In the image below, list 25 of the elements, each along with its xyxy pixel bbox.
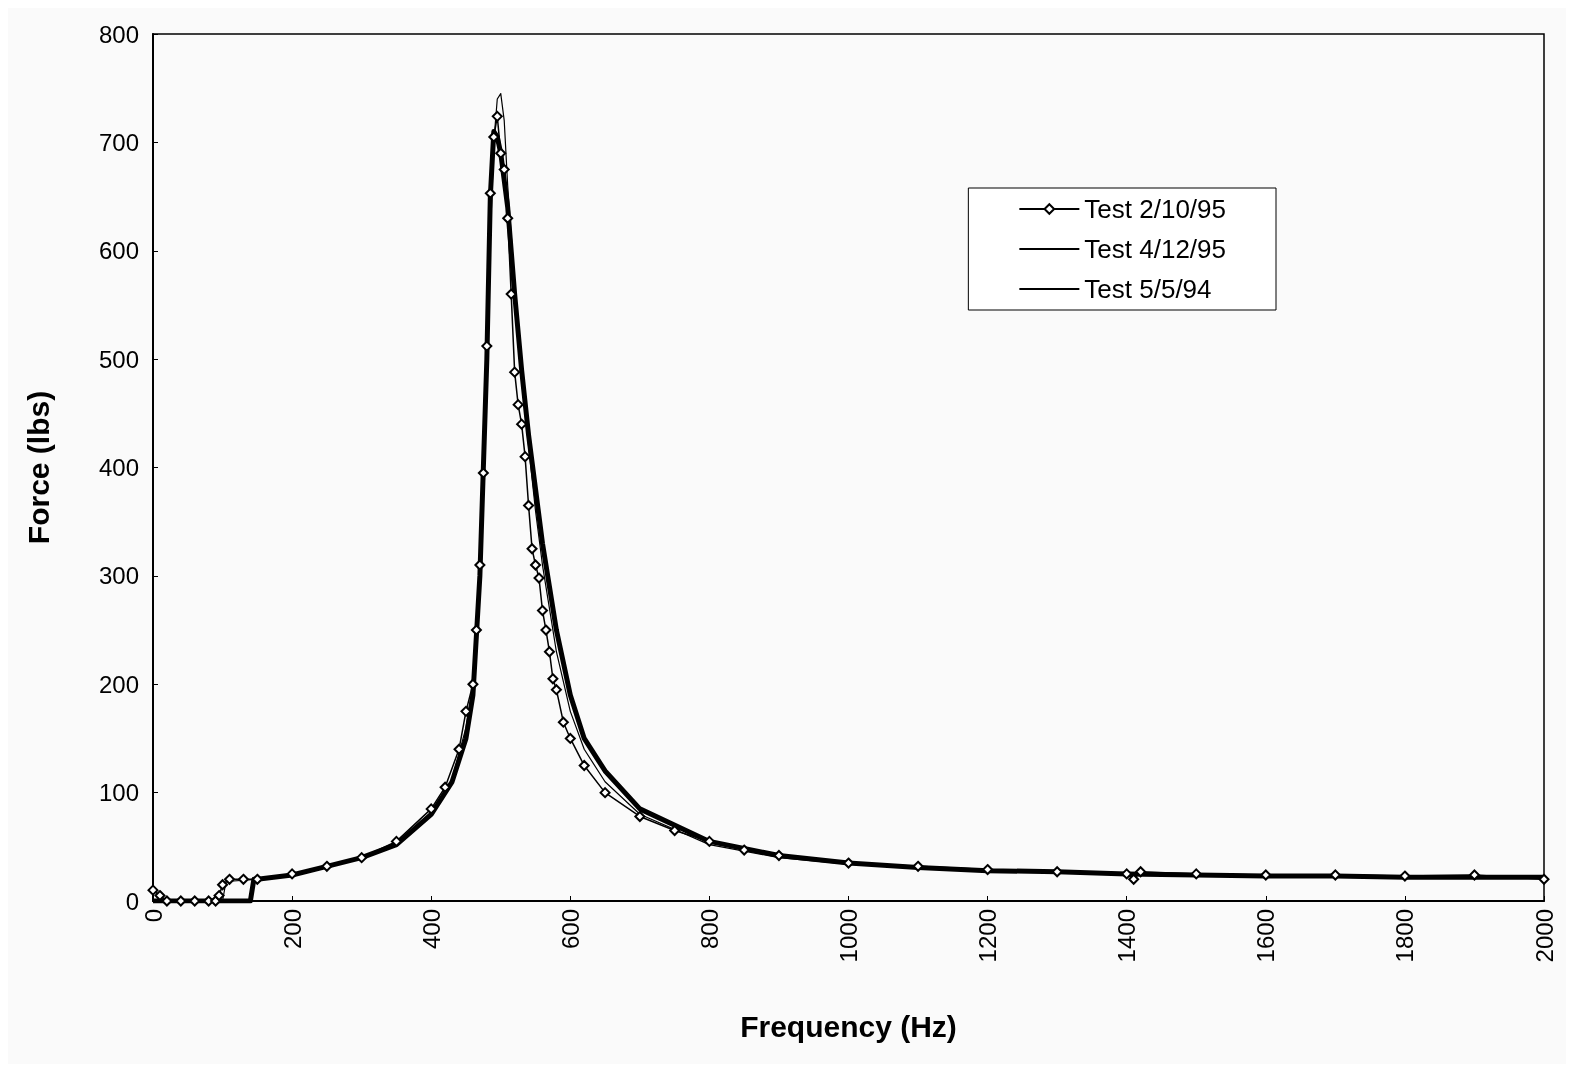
- x-tick-label: 1600: [1252, 909, 1280, 963]
- x-tick-label: 1400: [1113, 909, 1141, 963]
- y-tick-label: 800: [98, 20, 139, 48]
- y-tick-label: 300: [98, 562, 139, 590]
- x-tick-label: 2000: [1530, 909, 1558, 963]
- x-tick-label: 600: [556, 909, 584, 950]
- y-tick-label: 200: [98, 670, 139, 698]
- legend-label: Test 2/10/95: [1084, 194, 1226, 224]
- y-tick-label: 600: [98, 237, 139, 265]
- legend-label: Test 5/5/94: [1084, 274, 1212, 304]
- x-tick-label: 800: [695, 909, 723, 950]
- y-axis-title: Force (lbs): [21, 390, 55, 545]
- x-tick-label: 200: [278, 909, 306, 950]
- y-tick-label: 0: [125, 887, 139, 915]
- y-tick-label: 100: [98, 779, 139, 807]
- y-tick-label: 700: [98, 128, 139, 156]
- x-tick-label: 1200: [974, 909, 1002, 963]
- x-tick-label: 400: [417, 909, 445, 950]
- y-tick-label: 400: [98, 454, 139, 481]
- legend-label: Test 4/12/95: [1084, 234, 1226, 264]
- x-tick-label: 0: [139, 909, 167, 923]
- x-tick-label: 1000: [835, 909, 862, 963]
- x-tick-label: 1800: [1391, 909, 1419, 963]
- x-axis-title: Frequency (Hz): [740, 1009, 957, 1043]
- y-tick-label: 500: [98, 345, 139, 373]
